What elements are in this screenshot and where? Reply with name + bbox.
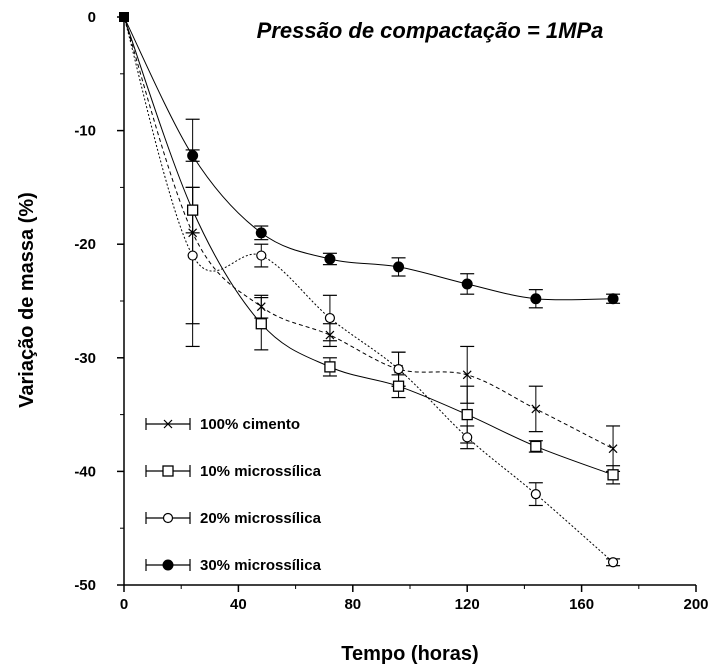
data-point: [462, 432, 473, 443]
cross-stroke: [325, 330, 335, 340]
cross-stroke: [188, 228, 198, 238]
data-point: [607, 293, 619, 305]
series-line-1: [123, 16, 614, 450]
chart-title: Pressão de compactação = 1MPa: [257, 18, 604, 43]
data-point: [187, 250, 198, 261]
data-point: [187, 150, 199, 162]
data-point: [256, 302, 266, 312]
x-tick-label: 80: [344, 596, 361, 613]
data-markers: [119, 12, 619, 568]
x-axis-label: Tempo (horas): [341, 643, 478, 665]
data-point: [530, 293, 542, 305]
legend-marker: [163, 419, 173, 429]
data-point: [392, 380, 405, 392]
y-tick-label: -10: [74, 123, 96, 140]
y-tick-label: -20: [74, 236, 96, 253]
data-point: [393, 364, 404, 375]
legend-marker: [162, 512, 174, 524]
x-tick-label: 0: [120, 596, 128, 613]
y-tick-label: -50: [74, 577, 96, 594]
x-tick-label: 40: [230, 596, 247, 613]
data-point: [188, 228, 198, 238]
legend: 100% cimento 10% microssílica 20% microssí…: [145, 416, 322, 574]
legend-item-1: 100% cimento: [145, 416, 300, 433]
data-point: [608, 444, 618, 454]
data-point: [324, 253, 336, 265]
data-point: [462, 370, 472, 380]
data-point: [607, 469, 619, 481]
data-point: [255, 227, 267, 239]
y-tick-label: 0: [88, 9, 96, 26]
data-point: [324, 361, 336, 373]
data-point: [255, 318, 267, 330]
data-point: [324, 312, 336, 324]
data-point: [530, 440, 542, 453]
legend-marker: [162, 559, 174, 571]
data-point: [325, 330, 335, 340]
legend-item-2: 10% microssílica: [145, 463, 322, 480]
x-tick-label: 200: [683, 596, 708, 613]
y-tick-label: -30: [74, 350, 96, 367]
legend-label: 20% microssílica: [200, 510, 322, 527]
data-point: [531, 404, 541, 414]
y-axis-label: Variação de massa (%): [16, 192, 38, 408]
data-point: [461, 408, 473, 421]
cross-stroke: [531, 404, 541, 414]
data-point: [530, 489, 541, 500]
data-point: [607, 557, 619, 568]
series-line-3: [123, 16, 614, 563]
data-point: [256, 250, 267, 261]
cross-stroke: [608, 444, 618, 454]
y-tick-label: -40: [74, 463, 96, 480]
x-tick-label: 160: [569, 596, 594, 613]
series-line-2: [123, 16, 614, 476]
cross-stroke: [256, 302, 266, 312]
data-point: [393, 261, 405, 273]
axis-ticks: 0 40 80 120 160 200 0 -10 -20 -30 -40 -50: [74, 9, 708, 613]
cross-stroke: [163, 419, 173, 429]
data-point: [461, 278, 473, 290]
cross-stroke: [462, 370, 472, 380]
legend-label: 10% microssílica: [200, 463, 322, 480]
error-bars: [185, 118, 621, 567]
legend-label: 100% cimento: [200, 416, 300, 433]
legend-item-3: 20% microssílica: [145, 510, 322, 527]
legend-marker: [162, 465, 174, 477]
legend-item-4: 30% microssílica: [145, 557, 322, 574]
x-tick-label: 120: [455, 596, 480, 613]
legend-label: 30% microssílica: [200, 557, 322, 574]
data-point: [186, 204, 199, 216]
